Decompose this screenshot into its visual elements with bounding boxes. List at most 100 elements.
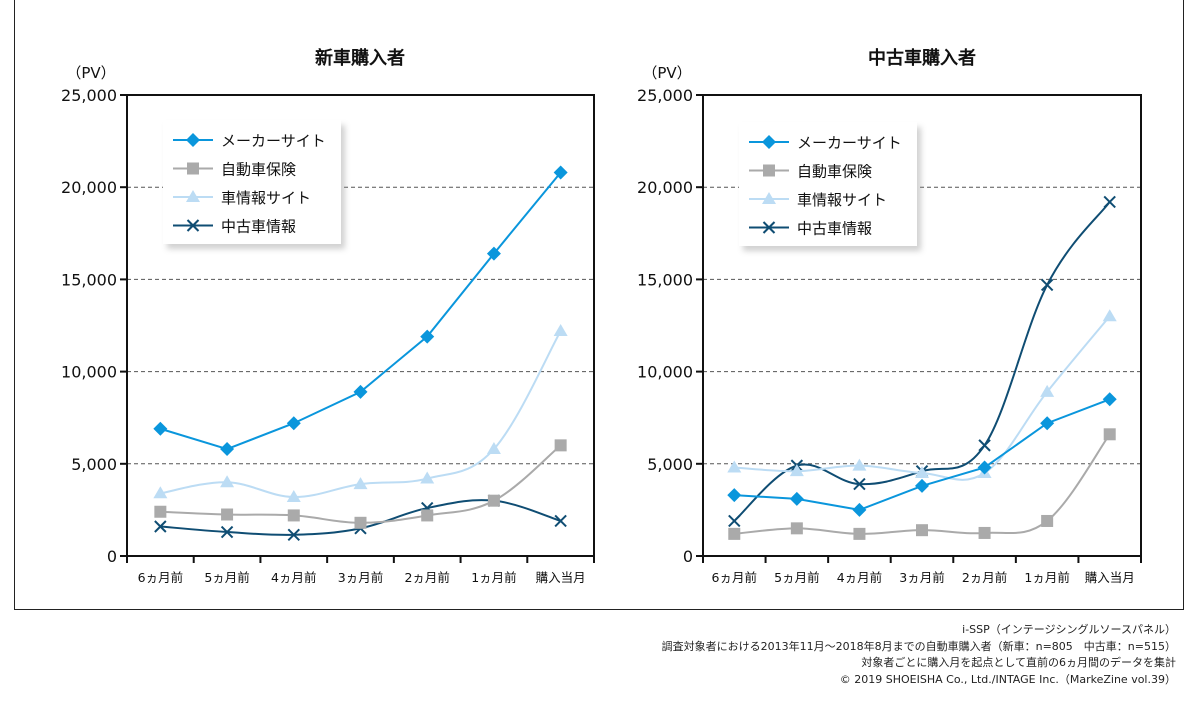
note-method: 対象者ごとに購入月を起点として直前の6ヵ月間のデータを集計	[861, 656, 1176, 669]
y-axis-unit-label: （PV）	[642, 64, 691, 82]
y-tick-label: 20,000	[637, 178, 693, 197]
data-point	[789, 464, 804, 477]
series-square	[728, 428, 1116, 540]
y-tick-label: 20,000	[61, 178, 117, 197]
y-tick-label: 25,000	[637, 86, 693, 105]
legend-marker-x-icon	[186, 219, 200, 232]
data-point	[915, 466, 929, 479]
data-point	[221, 508, 234, 521]
y-axis-unit-label: （PV）	[66, 64, 115, 82]
plot-area-frame	[126, 94, 595, 557]
data-point	[153, 486, 168, 499]
legend-label: 中古車情報	[221, 218, 296, 236]
x-tick-label: 6ヵ月前	[712, 570, 757, 585]
legend-marker-square-icon	[187, 162, 199, 175]
data-point	[154, 520, 167, 533]
data-point	[1102, 392, 1117, 407]
legend-label: 車情報サイト	[797, 191, 887, 209]
data-point	[728, 514, 741, 528]
x-tick-label: 1ヵ月前	[471, 570, 516, 585]
legend-label: 自動車保険	[797, 163, 872, 181]
data-point	[353, 477, 368, 490]
legend-item: 自動車保険	[749, 163, 872, 181]
series-triangle	[153, 324, 568, 502]
chart-new-car-buyers: 新車購入者 （PV） 0 5,000 10,000 15,000 20,000 25,000 6…	[61, 47, 595, 585]
x-tick-label: 5ヵ月前	[774, 570, 819, 585]
chart-used-car-buyers: 中古車購入者 （PV） 0 5,000 10,000 15,000 20,000 25,000…	[637, 47, 1142, 585]
legend-item: 中古車情報	[749, 220, 872, 238]
x-tick-label: 4ヵ月前	[837, 570, 882, 585]
data-point	[486, 442, 501, 455]
data-point	[486, 246, 501, 261]
x-tick-label: 購入当月	[1085, 570, 1135, 585]
note-copyright: © 2019 SHOEISHA Co., Ltd./INTAGE Inc.（Ma…	[839, 672, 1176, 686]
data-point	[727, 488, 742, 503]
x-tick-label: 購入当月	[536, 570, 586, 585]
data-point	[421, 509, 434, 522]
data-point	[789, 491, 804, 506]
series-square	[154, 439, 567, 529]
y-tick-label: 25,000	[61, 86, 117, 105]
data-point	[916, 524, 928, 537]
legend-marker-x-icon	[762, 221, 776, 234]
data-point	[852, 458, 867, 471]
data-point	[353, 384, 368, 399]
x-tick-label: 3ヵ月前	[899, 570, 944, 585]
data-point	[220, 525, 234, 539]
chart-title: 新車購入者	[315, 47, 405, 69]
y-tick-label: 0	[683, 547, 693, 566]
x-tick-label: 4ヵ月前	[271, 570, 316, 585]
data-point	[790, 522, 803, 535]
data-point	[1041, 514, 1054, 527]
data-point	[977, 460, 992, 475]
data-point	[554, 439, 567, 452]
legend-marker-diamond-icon	[762, 135, 776, 149]
x-tick-label: 6ヵ月前	[138, 570, 183, 585]
data-point	[853, 477, 866, 491]
legend-marker-triangle-icon	[186, 190, 200, 202]
series-triangle	[727, 309, 1117, 481]
data-point	[853, 527, 866, 540]
data-point	[220, 442, 235, 457]
data-point	[727, 460, 742, 473]
data-point	[1040, 416, 1055, 431]
y-tick-label: 5,000	[71, 455, 117, 474]
series-line	[734, 398, 1111, 511]
source-notes: i-SSP（インテージシングルソースパネル） 調査対象者における2013年11月…	[662, 622, 1176, 688]
data-point	[487, 494, 500, 507]
data-point	[286, 416, 301, 431]
data-point	[153, 421, 168, 436]
x-tick-label: 1ヵ月前	[1024, 570, 1069, 585]
series-line	[734, 315, 1111, 481]
legend-item: 車情報サイト	[173, 189, 311, 207]
legend-label: 自動車保険	[221, 161, 296, 179]
series-diamond	[727, 392, 1117, 517]
series-diamond	[153, 165, 568, 457]
chart-title: 中古車購入者	[868, 47, 976, 69]
data-point	[1103, 195, 1116, 209]
data-point	[287, 509, 300, 522]
data-point	[553, 324, 568, 337]
data-point	[1040, 278, 1054, 292]
y-tick-label: 15,000	[637, 270, 693, 289]
data-point	[978, 439, 991, 452]
x-tick-label: 2ヵ月前	[404, 570, 449, 585]
legend-item: 自動車保険	[173, 161, 296, 179]
data-point	[915, 478, 929, 493]
y-tick-label: 10,000	[637, 363, 693, 382]
x-tick-label: 2ヵ月前	[962, 570, 1007, 585]
x-tick-label: 3ヵ月前	[338, 570, 383, 585]
legend-label: メーカーサイト	[221, 132, 326, 150]
legend-label: 中古車情報	[797, 220, 872, 238]
data-point	[852, 502, 867, 517]
y-tick-label: 5,000	[647, 455, 693, 474]
data-point	[1102, 309, 1117, 322]
data-point	[420, 471, 435, 484]
x-tick-label: 5ヵ月前	[204, 570, 249, 585]
y-tick-label: 10,000	[61, 363, 117, 382]
data-point	[1040, 384, 1055, 397]
y-tick-label: 15,000	[61, 270, 117, 289]
legend-item: メーカーサイト	[173, 132, 326, 150]
